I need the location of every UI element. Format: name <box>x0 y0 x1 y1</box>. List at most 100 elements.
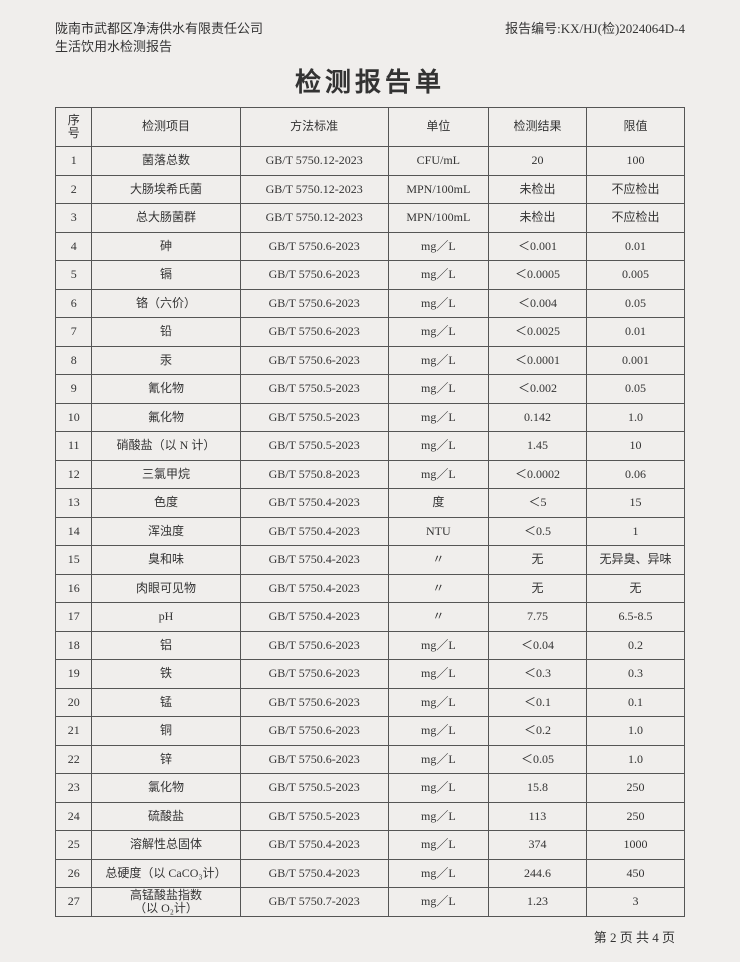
table-cell: 6.5-8.5 <box>586 603 684 632</box>
table-cell: ＜0.0002 <box>488 460 586 489</box>
table-cell: 0.01 <box>586 232 684 261</box>
table-cell: 20 <box>488 147 586 176</box>
table-cell: ＜0.5 <box>488 517 586 546</box>
table-row: 24硫酸盐GB/T 5750.5-2023mg／L113250 <box>56 802 685 831</box>
table-cell: 铝 <box>92 631 240 660</box>
table-cell: GB/T 5750.4-2023 <box>240 517 388 546</box>
table-cell: 硫酸盐 <box>92 802 240 831</box>
table-cell: 100 <box>586 147 684 176</box>
table-cell: mg／L <box>388 460 488 489</box>
table-cell: 〃 <box>388 603 488 632</box>
table-cell: mg／L <box>388 375 488 404</box>
table-cell: 溶解性总固体 <box>92 831 240 860</box>
page-title: 检测报告单 <box>55 62 685 99</box>
col-header-item: 检测项目 <box>92 108 240 147</box>
table-cell: 三氯甲烷 <box>92 460 240 489</box>
table-row: 3总大肠菌群GB/T 5750.12-2023MPN/100mL未检出不应检出 <box>56 204 685 233</box>
table-row: 9氰化物GB/T 5750.5-2023mg／L＜0.0020.05 <box>56 375 685 404</box>
table-cell: NTU <box>388 517 488 546</box>
table-cell: 15 <box>586 489 684 518</box>
table-cell: 11 <box>56 432 92 461</box>
table-cell: 113 <box>488 802 586 831</box>
table-row: 15臭和味GB/T 5750.4-2023〃无无异臭、异味 <box>56 546 685 575</box>
table-cell: GB/T 5750.4-2023 <box>240 546 388 575</box>
table-cell: 9 <box>56 375 92 404</box>
table-cell: 25 <box>56 831 92 860</box>
table-cell: 27 <box>56 888 92 917</box>
table-cell: 24 <box>56 802 92 831</box>
table-row: 6铬（六价）GB/T 5750.6-2023mg／L＜0.0040.05 <box>56 289 685 318</box>
table-cell: 〃 <box>388 574 488 603</box>
table-row: 11硝酸盐（以 N 计）GB/T 5750.5-2023mg／L1.4510 <box>56 432 685 461</box>
table-row: 18铝GB/T 5750.6-2023mg／L＜0.040.2 <box>56 631 685 660</box>
table-cell: mg／L <box>388 318 488 347</box>
table-cell: 砷 <box>92 232 240 261</box>
table-cell: 氟化物 <box>92 403 240 432</box>
table-cell: 0.01 <box>586 318 684 347</box>
table-cell: GB/T 5750.5-2023 <box>240 802 388 831</box>
table-cell: 1.45 <box>488 432 586 461</box>
table-cell: mg／L <box>388 688 488 717</box>
table-cell: 锰 <box>92 688 240 717</box>
table-row: 22锌GB/T 5750.6-2023mg／L＜0.051.0 <box>56 745 685 774</box>
table-row: 1菌落总数GB/T 5750.12-2023CFU/mL20100 <box>56 147 685 176</box>
table-cell: GB/T 5750.5-2023 <box>240 432 388 461</box>
table-cell: GB/T 5750.6-2023 <box>240 660 388 689</box>
page-footer: 第 2 页 共 4 页 <box>55 927 685 946</box>
table-cell: 汞 <box>92 346 240 375</box>
table-cell: mg／L <box>388 432 488 461</box>
col-header-result: 检测结果 <box>488 108 586 147</box>
table-cell: GB/T 5750.4-2023 <box>240 831 388 860</box>
table-cell: ＜0.0005 <box>488 261 586 290</box>
table-row: 17pHGB/T 5750.4-2023〃7.756.5-8.5 <box>56 603 685 632</box>
table-row: 20锰GB/T 5750.6-2023mg／L＜0.10.1 <box>56 688 685 717</box>
col-header-limit: 限值 <box>586 108 684 147</box>
table-cell: 1.0 <box>586 403 684 432</box>
table-cell: 20 <box>56 688 92 717</box>
table-cell: 0.1 <box>586 688 684 717</box>
table-row: 21铜GB/T 5750.6-2023mg／L＜0.21.0 <box>56 717 685 746</box>
table-cell: 1.0 <box>586 745 684 774</box>
table-cell: mg／L <box>388 403 488 432</box>
table-cell: GB/T 5750.6-2023 <box>240 688 388 717</box>
table-cell: 14 <box>56 517 92 546</box>
table-cell: 0.05 <box>586 375 684 404</box>
header-left: 陇南市武都区净涛供水有限责任公司 生活饮用水检测报告 <box>55 20 263 56</box>
table-cell: 0.001 <box>586 346 684 375</box>
table-cell: GB/T 5750.4-2023 <box>240 489 388 518</box>
table-cell: GB/T 5750.5-2023 <box>240 774 388 803</box>
table-cell: 浑浊度 <box>92 517 240 546</box>
table-row: 8汞GB/T 5750.6-2023mg／L＜0.00010.001 <box>56 346 685 375</box>
table-cell: 13 <box>56 489 92 518</box>
col-header-index: 序号 <box>56 108 92 147</box>
table-cell: 铬（六价） <box>92 289 240 318</box>
table-cell: 22 <box>56 745 92 774</box>
table-cell: 无 <box>488 546 586 575</box>
table-cell: MPN/100mL <box>388 204 488 233</box>
table-cell: 〃 <box>388 546 488 575</box>
table-cell: 250 <box>586 774 684 803</box>
table-cell: CFU/mL <box>388 147 488 176</box>
table-row: 4砷GB/T 5750.6-2023mg／L＜0.0010.01 <box>56 232 685 261</box>
table-cell: 镉 <box>92 261 240 290</box>
table-cell: mg／L <box>388 774 488 803</box>
table-cell: 0.3 <box>586 660 684 689</box>
table-cell: GB/T 5750.4-2023 <box>240 574 388 603</box>
table-cell: 不应检出 <box>586 175 684 204</box>
table-cell: ＜0.004 <box>488 289 586 318</box>
table-cell: 色度 <box>92 489 240 518</box>
table-cell: 无 <box>586 574 684 603</box>
table-cell: 1.23 <box>488 888 586 917</box>
table-cell: 3 <box>586 888 684 917</box>
table-cell: 450 <box>586 859 684 888</box>
report-page: 陇南市武都区净涛供水有限责任公司 生活饮用水检测报告 报告编号:KX/HJ(检)… <box>0 0 740 962</box>
table-cell: 0.05 <box>586 289 684 318</box>
table-cell: 总硬度（以 CaCO₃计） <box>92 859 240 888</box>
table-cell: GB/T 5750.6-2023 <box>240 745 388 774</box>
table-cell: mg／L <box>388 802 488 831</box>
table-cell: 7 <box>56 318 92 347</box>
table-cell: 肉眼可见物 <box>92 574 240 603</box>
table-cell: ＜0.1 <box>488 688 586 717</box>
table-cell: 高锰酸盐指数（以 O₂计） <box>92 888 240 917</box>
table-cell: 无异臭、异味 <box>586 546 684 575</box>
